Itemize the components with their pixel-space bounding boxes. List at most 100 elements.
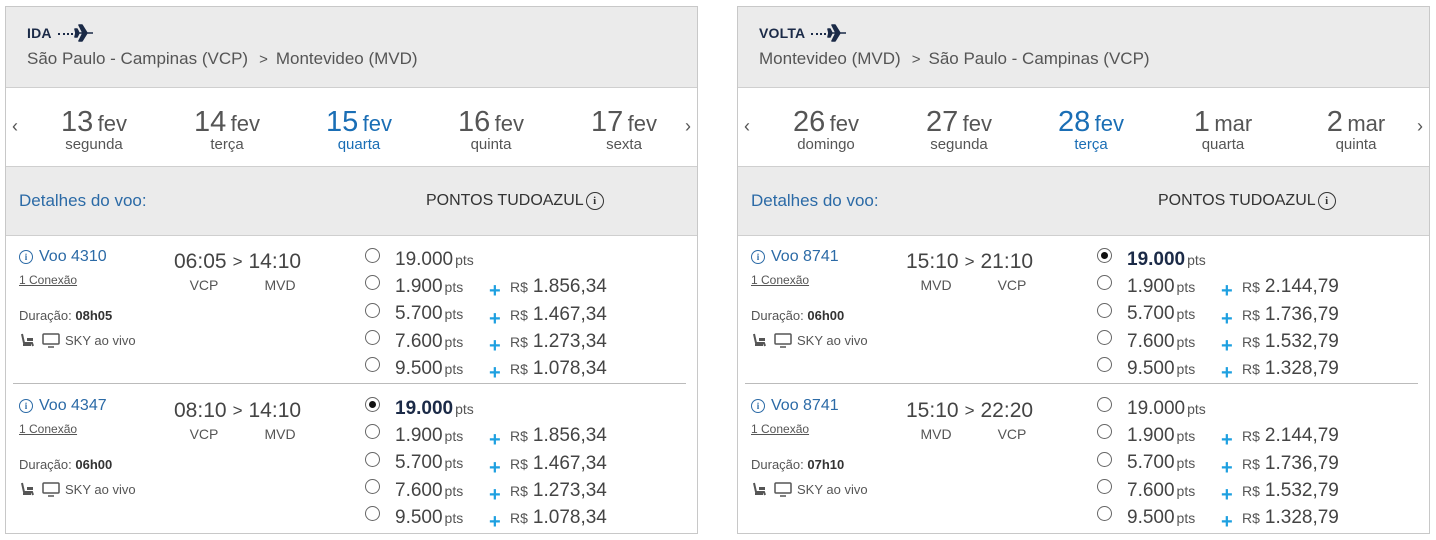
date-weekday: sexta <box>606 136 642 153</box>
date-option[interactable]: 1 mar quarta <box>1168 106 1278 153</box>
fare-radio[interactable] <box>365 479 380 495</box>
date-day: 13 <box>60 106 94 138</box>
connection-link[interactable]: 1 Conexão <box>19 422 78 436</box>
fare-option[interactable]: 9.500 pts + R$ 1.078,34 <box>365 504 607 533</box>
fare-list: 19.000 pts 1.900 pts + R$ 1.856,34 5.700 pts… <box>365 246 607 384</box>
fare-option[interactable]: 5.700 pts + R$ 1.467,34 <box>365 301 607 330</box>
fare-list: 19.000 pts 1.900 pts + R$ 2.144,79 5.700 pts… <box>1097 395 1339 533</box>
fare-radio[interactable] <box>365 397 380 413</box>
fare-cash: R$ 1.532,79 <box>1242 330 1339 352</box>
fare-points: 7.600 pts <box>1127 479 1196 501</box>
fare-option[interactable]: 1.900 pts + R$ 1.856,34 <box>365 422 607 451</box>
fare-radio[interactable] <box>365 275 380 291</box>
fare-option[interactable]: 9.500 pts + R$ 1.328,79 <box>1097 504 1339 533</box>
fare-option[interactable]: 7.600 pts + R$ 1.532,79 <box>1097 328 1339 357</box>
fare-radio[interactable] <box>365 357 380 373</box>
fare-points: 5.700 pts <box>1127 452 1196 474</box>
fare-option[interactable]: 19.000 pts <box>365 395 474 422</box>
date-weekday: segunda <box>930 136 988 153</box>
date-option[interactable]: 2 mar quinta <box>1301 106 1411 153</box>
date-option[interactable]: 26 fev domingo <box>771 106 881 153</box>
details-title: Detalhes do voo: <box>751 191 879 210</box>
fare-option[interactable]: 19.000 pts <box>365 246 474 273</box>
fare-cash: R$ 2.144,79 <box>1242 425 1339 447</box>
date-option[interactable]: 16 fev quinta <box>436 106 546 153</box>
fare-radio[interactable] <box>1097 357 1112 373</box>
chevron-right-icon[interactable]: › <box>685 116 691 136</box>
info-icon: i <box>19 399 33 413</box>
fare-radio[interactable] <box>365 248 380 264</box>
tv-icon <box>774 482 792 497</box>
fare-radio[interactable] <box>1097 451 1112 467</box>
plus-icon: + <box>1221 280 1233 303</box>
date-month: fev <box>962 111 993 136</box>
fare-radio[interactable] <box>1097 479 1112 495</box>
date-day: 15 <box>325 106 359 138</box>
fare-radio[interactable] <box>1097 424 1112 440</box>
fare-radio[interactable] <box>365 424 380 440</box>
connection-link[interactable]: 1 Conexão <box>751 273 810 287</box>
date-option[interactable]: 17 fev sexta <box>569 106 679 153</box>
fare-radio[interactable] <box>1097 248 1112 264</box>
fare-points: 9.500 pts <box>1127 357 1196 379</box>
fare-radio[interactable] <box>1097 302 1112 318</box>
fare-points: 1.900 pts <box>395 275 464 297</box>
date-day: 27 <box>925 106 959 138</box>
info-icon[interactable]: i <box>1317 192 1336 210</box>
date-option[interactable]: 28 fev terça <box>1036 106 1146 153</box>
date-option[interactable]: 14 fev terça <box>172 106 282 153</box>
fare-radio[interactable] <box>1097 330 1112 346</box>
chevron-left-icon[interactable]: ‹ <box>12 116 18 136</box>
fare-option[interactable]: 9.500 pts + R$ 1.078,34 <box>365 355 607 384</box>
fare-points: 19.000 pts <box>395 248 474 270</box>
chevron-right-icon[interactable]: › <box>1417 116 1423 136</box>
info-icon[interactable]: i <box>585 192 604 210</box>
outbound-panel: IDA São Paulo - Campinas (VCP) > Montevi… <box>5 6 698 534</box>
fare-radio[interactable] <box>365 451 380 467</box>
fare-option[interactable]: 19.000 pts <box>1097 395 1206 422</box>
fare-option[interactable]: 5.700 pts + R$ 1.467,34 <box>365 450 607 479</box>
flight-number-link[interactable]: i Voo 4347 <box>19 397 107 415</box>
fare-points: 5.700 pts <box>395 452 464 474</box>
flight-number-link[interactable]: i Voo 8741 <box>751 397 839 415</box>
fare-radio[interactable] <box>365 330 380 346</box>
depart-time: 15:10 <box>906 250 959 273</box>
amenities: SKY ao vivo <box>19 481 136 497</box>
date-option[interactable]: 27 fev segunda <box>904 106 1014 153</box>
route-destination: Montevideo (MVD) <box>275 49 418 68</box>
seat-icon <box>753 482 766 496</box>
fare-option[interactable]: 7.600 pts + R$ 1.532,79 <box>1097 477 1339 506</box>
fare-cash: R$ 1.736,79 <box>1242 452 1339 474</box>
flight-number-link[interactable]: i Voo 8741 <box>751 248 839 266</box>
arrive-time: 14:10 <box>248 399 302 422</box>
fare-option[interactable]: 19.000 pts <box>1097 246 1206 273</box>
date-option[interactable]: 15 fev quarta <box>304 106 414 153</box>
fare-cash: R$ 1.273,34 <box>510 330 607 352</box>
to-airport: MVD <box>264 277 296 293</box>
fare-radio[interactable] <box>1097 275 1112 291</box>
date-weekday: quarta <box>1201 136 1245 153</box>
fare-option[interactable]: 7.600 pts + R$ 1.273,34 <box>365 477 607 506</box>
fare-list: 19.000 pts 1.900 pts + R$ 1.856,34 5.700 pts… <box>365 395 607 533</box>
fare-radio[interactable] <box>1097 397 1112 413</box>
fare-radio[interactable] <box>365 302 380 318</box>
fare-option[interactable]: 9.500 pts + R$ 1.328,79 <box>1097 355 1339 384</box>
fare-option[interactable]: 1.900 pts + R$ 1.856,34 <box>365 273 607 302</box>
fare-option[interactable]: 5.700 pts + R$ 1.736,79 <box>1097 450 1339 479</box>
date-day: 26 <box>792 106 826 138</box>
fare-radio[interactable] <box>365 506 380 522</box>
chevron-left-icon[interactable]: ‹ <box>744 116 750 136</box>
fare-option[interactable]: 7.600 pts + R$ 1.273,34 <box>365 328 607 357</box>
tv-icon <box>42 333 60 348</box>
connection-link[interactable]: 1 Conexão <box>19 273 78 287</box>
flight-number-link[interactable]: i Voo 4310 <box>19 248 107 266</box>
date-day: 16 <box>457 106 491 138</box>
fare-points: 19.000 pts <box>1127 248 1206 270</box>
fare-option[interactable]: 1.900 pts + R$ 2.144,79 <box>1097 273 1339 302</box>
fare-option[interactable]: 1.900 pts + R$ 2.144,79 <box>1097 422 1339 451</box>
date-option[interactable]: 13 fev segunda <box>39 106 149 153</box>
route-header: IDA São Paulo - Campinas (VCP) > Montevi… <box>6 7 697 88</box>
connection-link[interactable]: 1 Conexão <box>751 422 810 436</box>
fare-option[interactable]: 5.700 pts + R$ 1.736,79 <box>1097 301 1339 330</box>
fare-radio[interactable] <box>1097 506 1112 522</box>
